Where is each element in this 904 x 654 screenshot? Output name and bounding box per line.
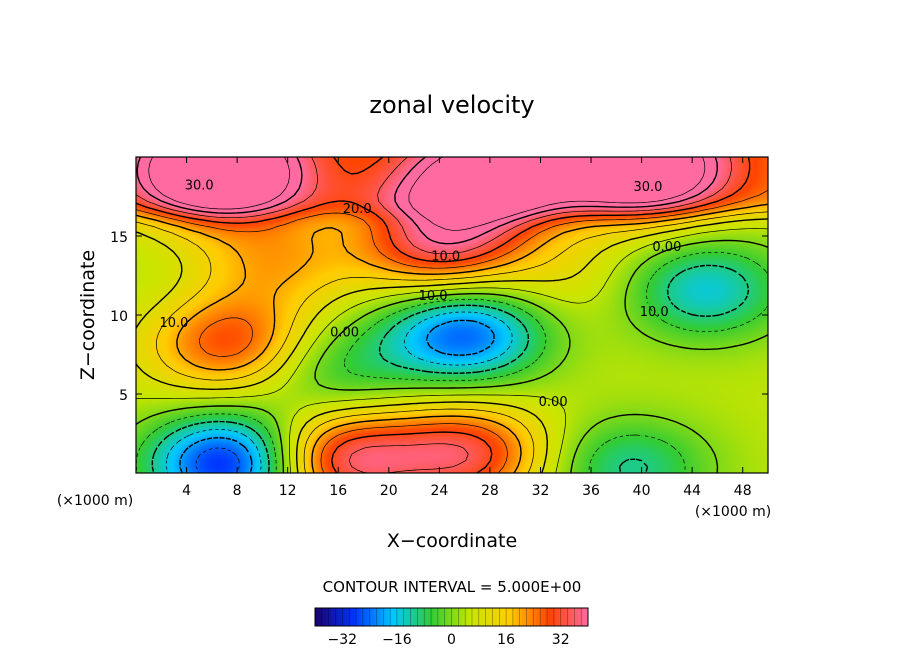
contour-line (165, 311, 513, 473)
x-axis-unit-left: (×1000 m) (57, 493, 133, 509)
contour-label: 10.0 (159, 316, 188, 331)
contour-line (136, 189, 768, 473)
colorbar-tick-label: 32 (552, 632, 570, 648)
contour-labels: 30.0 30.0 20.0 10.0 0.00 10.0 10.0 10.0 0.00 0.00 (159, 178, 681, 409)
contour-label: 10.0 (431, 250, 460, 265)
contour-label: 10.0 (640, 305, 669, 320)
y-tick-label: 5 (119, 388, 128, 404)
x-tick-label: 32 (532, 483, 550, 499)
contour-line (179, 319, 495, 473)
colorbar-separators (321, 608, 582, 626)
contour-line (136, 228, 768, 473)
x-tick-label: 36 (582, 483, 600, 499)
contour-line (136, 157, 718, 245)
contour-line (136, 251, 768, 473)
x-tick-label: 40 (633, 483, 651, 499)
contour-label: 20.0 (343, 202, 372, 217)
contour-label: 30.0 (633, 180, 662, 195)
contour-line (151, 264, 750, 473)
contour-line (148, 157, 706, 231)
contour-line (136, 211, 768, 473)
x-tick-label: 20 (380, 483, 398, 499)
contour-line (136, 157, 751, 473)
x-axis-title: X−coordinate (387, 530, 517, 552)
contour-line (136, 203, 768, 473)
contour-label: 0.00 (539, 395, 568, 410)
y-axis-ticks: 5 10 15 (110, 230, 768, 404)
x-tick-label: 12 (279, 483, 297, 499)
contour-line (136, 218, 768, 473)
contour-label: 0.00 (330, 325, 359, 340)
colorbar-tick-label: −32 (328, 632, 358, 648)
contour-label: 10.0 (419, 289, 448, 304)
x-tick-label: 16 (329, 483, 347, 499)
contour-label: 0.00 (652, 240, 681, 255)
x-tick-label: 8 (233, 483, 242, 499)
x-tick-label: 24 (430, 483, 448, 499)
contour-interval-label: CONTOUR INTERVAL = 5.000E+00 (323, 578, 582, 596)
colorbar-tick-label: 16 (497, 632, 515, 648)
contour-label: 30.0 (185, 178, 214, 193)
x-tick-label: 4 (182, 483, 191, 499)
x-axis-ticks: 4 8 12 16 20 24 28 32 36 40 44 48 (182, 157, 752, 499)
colorbar-ticks: −32 −16 0 16 32 (328, 632, 570, 648)
contour-line (136, 157, 732, 473)
x-axis-unit-right: (×1000 m) (695, 504, 771, 520)
contour-lines (136, 157, 768, 473)
y-tick-label: 15 (110, 230, 128, 246)
contour-line (136, 239, 768, 473)
chart-title: zonal velocity (369, 91, 534, 119)
x-tick-label: 48 (734, 483, 752, 499)
colorbar-tick-label: 0 (447, 632, 456, 648)
x-tick-label: 28 (481, 483, 499, 499)
x-tick-label: 44 (683, 483, 701, 499)
y-axis-title: Z−coordinate (77, 250, 99, 380)
colorbar-tick-label: −16 (382, 632, 412, 648)
heatmap-field (136, 157, 768, 473)
y-tick-label: 10 (110, 309, 128, 325)
